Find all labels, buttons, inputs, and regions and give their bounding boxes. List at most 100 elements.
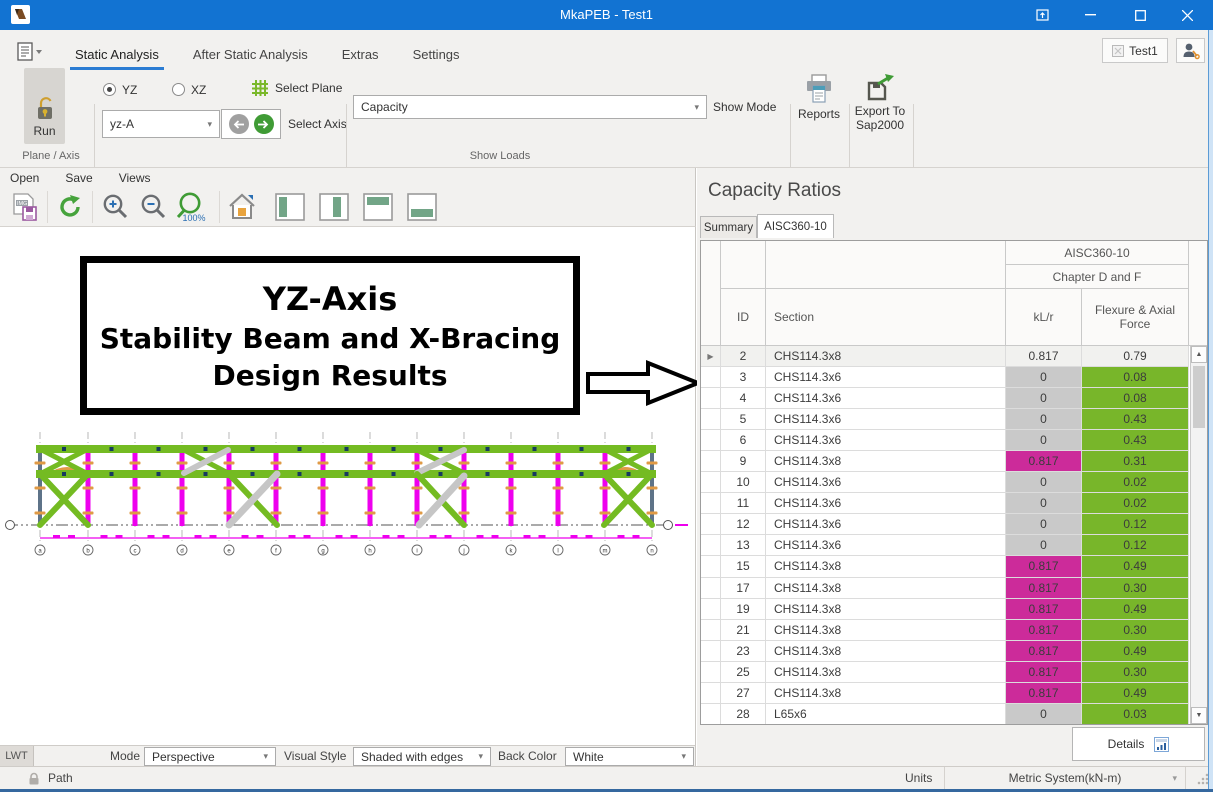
header-section[interactable]: Section [766, 289, 1006, 346]
dock-layout-right-button[interactable] [315, 189, 353, 225]
table-row[interactable]: 3 CHS114.3x6 0 0.08 [701, 367, 1207, 389]
ribbon-separator [849, 104, 850, 176]
table-row[interactable]: 21 CHS114.3x8 0.817 0.30 [701, 619, 1207, 641]
table-row[interactable]: 25 CHS114.3x8 0.817 0.30 [701, 661, 1207, 683]
x-brace[interactable] [37, 471, 91, 528]
column-member[interactable] [226, 446, 232, 526]
diagonal-brace-gray[interactable] [225, 470, 281, 529]
app-menu-button[interactable] [17, 42, 43, 67]
reports-button[interactable]: Reports [794, 74, 844, 121]
header-force[interactable]: Flexure & Axial Force [1082, 289, 1189, 346]
radio-yz[interactable]: YZ [103, 81, 137, 99]
save-image-button[interactable]: IMG [6, 189, 44, 225]
cell-force: 0.31 [1082, 451, 1189, 473]
next-axis-button[interactable] [253, 114, 274, 134]
zoom-100-label: 100% [182, 213, 205, 223]
column-member[interactable] [132, 446, 138, 526]
home-view-button[interactable] [223, 189, 261, 225]
show-mode-label: Show Mode [713, 100, 777, 114]
radio-xz[interactable]: XZ [172, 81, 206, 99]
scrollbar-thumb[interactable] [1193, 366, 1205, 428]
table-row[interactable]: 11 CHS114.3x6 0 0.02 [701, 493, 1207, 515]
header-klr[interactable]: kL/r [1006, 289, 1082, 346]
maximize-button[interactable] [1117, 0, 1163, 30]
table-row[interactable]: 6 CHS114.3x6 0 0.43 [701, 430, 1207, 452]
table-row[interactable]: 19 CHS114.3x8 0.817 0.49 [701, 598, 1207, 620]
run-button[interactable]: Run [24, 68, 65, 144]
back-color-combo[interactable]: White ▾ [565, 747, 694, 766]
layout-right-icon [319, 193, 349, 221]
table-row[interactable]: 27 CHS114.3x8 0.817 0.49 [701, 682, 1207, 704]
column-member[interactable] [555, 446, 561, 526]
column-member[interactable] [461, 446, 467, 526]
minimize-button[interactable] [1067, 0, 1113, 30]
user-account-button[interactable] [1176, 38, 1205, 63]
column-member[interactable] [414, 446, 420, 526]
column-member[interactable] [273, 446, 279, 526]
x-brace[interactable] [601, 446, 655, 477]
units-combo[interactable]: Metric System(kN-m) ▾ [944, 767, 1186, 789]
table-row[interactable]: 9 CHS114.3x8 0.817 0.31 [701, 451, 1207, 473]
table-row[interactable]: 4 CHS114.3x6 0 0.08 [701, 388, 1207, 410]
table-scrollbar[interactable]: ▲ ▼ [1190, 346, 1207, 724]
dimension-tick [288, 535, 296, 538]
tab-summary[interactable]: Summary [700, 216, 757, 238]
column-member[interactable] [179, 446, 185, 526]
axis-select-combo[interactable]: yz-A ▾ [102, 110, 220, 138]
project-tab-test1[interactable]: Test1 [1102, 38, 1168, 63]
table-row[interactable]: 15 CHS114.3x8 0.817 0.49 [701, 556, 1207, 578]
column-member[interactable] [320, 446, 326, 526]
tab-extras[interactable]: Extras [341, 46, 379, 62]
column-member[interactable] [85, 446, 91, 526]
lwt-toggle[interactable]: LWT [0, 746, 34, 766]
dock-layout-top-button[interactable] [359, 189, 397, 225]
zoom-out-button[interactable] [134, 189, 172, 225]
scroll-up-button[interactable]: ▲ [1191, 346, 1207, 363]
x-brace[interactable] [37, 446, 91, 477]
export-to-sap2000-button[interactable]: Export To Sap2000 [850, 74, 910, 132]
dock-layout-left-button[interactable] [271, 189, 309, 225]
table-row[interactable]: ▶ 2 CHS114.3x8 0.817 0.79 [701, 346, 1207, 368]
tab-settings[interactable]: Settings [412, 46, 460, 62]
visual-style-combo[interactable]: Shaded with edges ▾ [353, 747, 491, 766]
table-row[interactable]: 13 CHS114.3x6 0 0.12 [701, 535, 1207, 557]
column-member[interactable] [367, 446, 373, 526]
table-row[interactable]: 23 CHS114.3x8 0.817 0.49 [701, 640, 1207, 662]
column-member[interactable] [508, 446, 514, 526]
tab-aisc360-10[interactable]: AISC360-10 [757, 214, 834, 238]
table-row[interactable]: 28 L65x6 0 0.03 [701, 703, 1207, 724]
table-row[interactable]: 5 CHS114.3x6 0 0.43 [701, 409, 1207, 431]
mode-combo[interactable]: Perspective ▾ [144, 747, 276, 766]
zoom-in-button[interactable] [96, 189, 134, 225]
zoom-100-button[interactable]: 100% [172, 189, 216, 225]
cell-klr: 0.817 [1006, 598, 1082, 620]
end-column-member[interactable] [650, 446, 654, 526]
end-column-member[interactable] [38, 446, 42, 526]
close-button[interactable] [1164, 0, 1210, 30]
dock-layout-bottom-button[interactable] [403, 189, 441, 225]
x-brace[interactable] [601, 471, 655, 528]
column-member[interactable] [602, 446, 608, 526]
diagonal-brace-gray[interactable] [414, 447, 467, 476]
menu-open[interactable]: Open [10, 171, 40, 185]
resize-grip[interactable] [1197, 773, 1209, 785]
header-id[interactable]: ID [721, 289, 766, 346]
details-button[interactable]: Details [1072, 727, 1205, 761]
model-viewport[interactable]: YZ-Axis Stability Beam and X-Bracing Des… [0, 227, 704, 745]
tab-after-static-analysis[interactable]: After Static Analysis [192, 46, 308, 62]
diagonal-brace-gray[interactable] [415, 472, 468, 529]
tab-static-analysis[interactable]: Static Analysis [58, 40, 176, 70]
diagonal-brace-gray[interactable] [181, 447, 231, 476]
menu-save[interactable]: Save [65, 171, 93, 185]
scroll-down-button[interactable]: ▼ [1191, 707, 1207, 724]
table-row[interactable]: 17 CHS114.3x8 0.817 0.30 [701, 577, 1207, 599]
table-row[interactable]: 10 CHS114.3x6 0 0.02 [701, 472, 1207, 494]
dock-window-button[interactable] [1019, 0, 1065, 30]
table-row[interactable]: 12 CHS114.3x6 0 0.12 [701, 514, 1207, 536]
refresh-button[interactable] [51, 189, 89, 225]
show-mode-combo[interactable]: Capacity ▾ [353, 95, 707, 119]
app-icon [11, 5, 30, 24]
previous-axis-button[interactable] [228, 114, 249, 134]
select-plane-button[interactable]: Select Plane [252, 80, 342, 96]
menu-views[interactable]: Views [118, 171, 151, 185]
